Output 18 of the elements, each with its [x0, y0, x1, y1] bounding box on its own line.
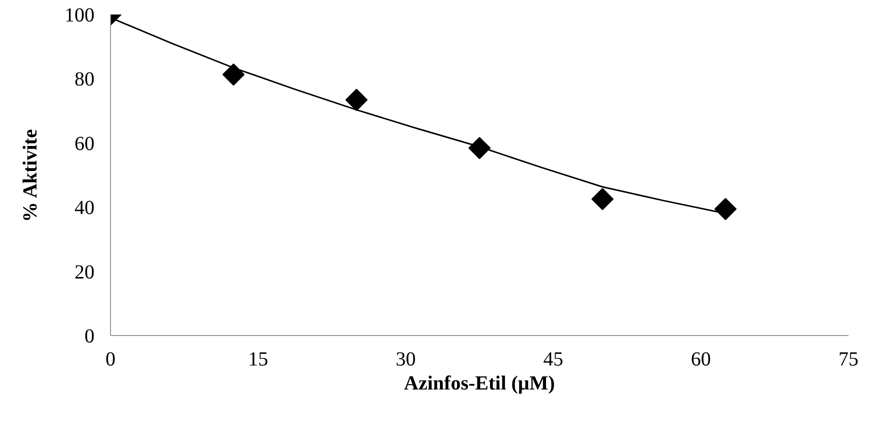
x-tick-label: 75 — [838, 348, 858, 370]
y-axis-title: % Aktivite — [20, 129, 42, 222]
x-tick-label: 60 — [690, 348, 711, 370]
point — [591, 188, 614, 210]
x-tick-label: 30 — [396, 348, 416, 370]
y-tick-label: 20 — [74, 261, 94, 284]
y-tick-label: 0 — [84, 326, 94, 348]
y-tick-label: 80 — [74, 68, 94, 91]
y-tick-label: 100 — [64, 4, 94, 26]
point — [714, 198, 737, 220]
point — [345, 88, 368, 111]
x-axis-title: Azinfos-Etil (µM) — [404, 372, 555, 394]
x-tick-label: 0 — [106, 348, 116, 370]
point — [222, 63, 245, 86]
y-tick-label: 60 — [74, 132, 94, 155]
x-tick-label: 45 — [543, 348, 564, 370]
y-tick-label: 40 — [74, 197, 94, 220]
x-tick-label: 15 — [248, 348, 268, 370]
